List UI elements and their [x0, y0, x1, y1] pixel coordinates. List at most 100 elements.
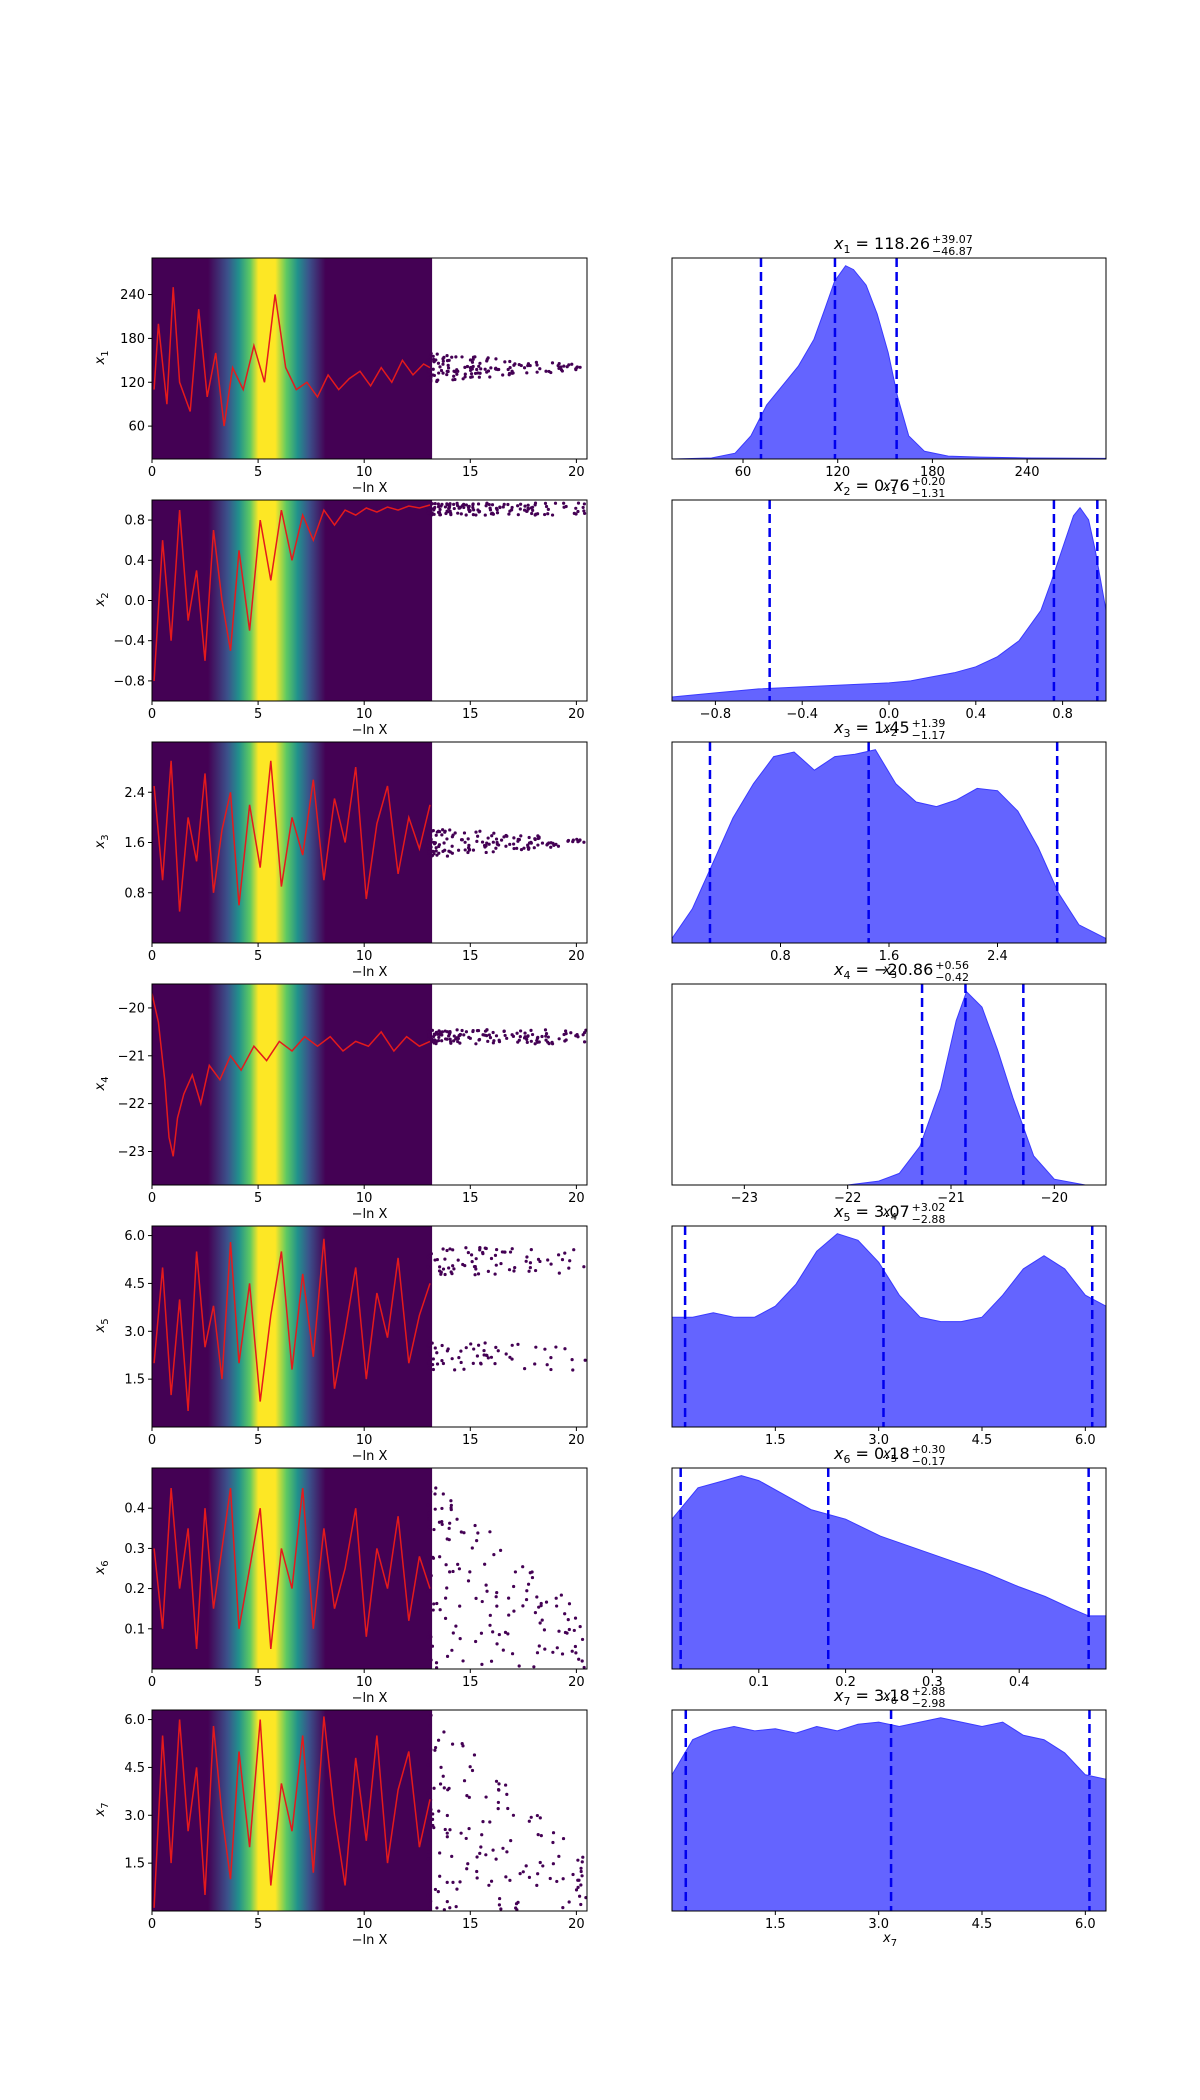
sample-point	[542, 1628, 547, 1632]
y-tick-label: 2.4	[124, 786, 145, 801]
sample-point	[428, 1738, 432, 1743]
y-tick-label: 180	[120, 332, 145, 347]
sample-point	[429, 837, 433, 841]
sample-point	[521, 1565, 525, 1569]
x-tick-label: 10	[356, 1191, 373, 1206]
sample-point	[450, 1648, 454, 1652]
sample-point	[445, 1835, 449, 1839]
y-tick-label: −22	[118, 1097, 145, 1112]
scatter-area-x1	[152, 258, 582, 459]
sample-point	[508, 842, 512, 846]
sample-point	[551, 1862, 555, 1866]
sample-point	[445, 1900, 449, 1904]
sample-point	[525, 371, 529, 375]
sample-point	[491, 840, 495, 844]
sample-point	[467, 843, 471, 848]
sample-point	[475, 367, 479, 372]
sample-point	[475, 839, 479, 843]
sample-point	[431, 1363, 435, 1367]
x-tick-label: 0	[148, 1917, 156, 1932]
sample-point	[483, 367, 487, 371]
sample-point	[470, 1768, 475, 1773]
sample-point	[427, 508, 431, 512]
y-tick-label: 0.2	[124, 1582, 145, 1597]
sample-point	[544, 1034, 548, 1038]
sample-point	[436, 510, 441, 514]
sample-point	[577, 1894, 582, 1898]
sample-point	[557, 1854, 561, 1858]
density-area-x7	[672, 1710, 1106, 1911]
sample-point	[445, 1831, 449, 1835]
y-tick-label: 0.8	[124, 514, 145, 529]
sample-point	[583, 1358, 587, 1362]
panel-title: x7 = 3.18	[833, 1686, 910, 1708]
sample-point	[572, 1248, 576, 1252]
sample-point	[457, 506, 461, 510]
sample-point	[487, 1033, 491, 1037]
x-tick-label: 0	[148, 707, 156, 722]
sample-point	[515, 1031, 519, 1035]
sample-point	[428, 1574, 432, 1578]
sample-band	[152, 1226, 433, 1427]
sample-point	[564, 1029, 568, 1033]
sample-point	[485, 1589, 489, 1593]
sample-point	[477, 375, 481, 379]
x-axis-label: −ln X	[352, 1933, 388, 1948]
sample-point	[448, 1570, 452, 1574]
sample-point	[468, 1765, 472, 1769]
sample-point	[468, 358, 473, 362]
sample-point	[546, 1035, 550, 1039]
y-tick-label: 6.0	[124, 1229, 145, 1244]
sample-point	[426, 844, 430, 848]
sample-point	[511, 1034, 516, 1038]
sample-point	[567, 1627, 571, 1632]
sample-band	[152, 1710, 433, 1911]
sample-point	[426, 1503, 430, 1507]
sample-point	[560, 1652, 565, 1656]
sample-point	[496, 1787, 501, 1792]
sample-point	[497, 1782, 501, 1786]
sample-point	[580, 1659, 584, 1663]
sample-point	[495, 842, 499, 846]
sample-point	[432, 1826, 436, 1830]
sample-point	[539, 1834, 543, 1838]
sample-point	[516, 1342, 520, 1346]
sample-point	[572, 511, 576, 515]
sample-point	[494, 837, 499, 841]
sample-point	[483, 1341, 487, 1345]
sample-point	[546, 1258, 550, 1262]
axes-frame	[671, 1225, 1107, 1428]
sample-point	[570, 1649, 574, 1653]
x-tick-label: 180	[920, 465, 945, 480]
sample-point	[462, 1033, 466, 1037]
sample-point	[527, 1875, 532, 1879]
sample-point	[508, 1250, 513, 1254]
sample-point	[483, 1562, 487, 1566]
sample-point	[505, 834, 509, 838]
sample-point	[451, 1264, 455, 1268]
sample-point	[537, 1040, 541, 1044]
sample-point	[495, 511, 500, 515]
sample-point	[489, 1659, 494, 1663]
sample-point	[445, 1813, 449, 1818]
sample-point	[431, 1357, 435, 1361]
sample-point	[504, 1783, 508, 1787]
x-tick-label: 20	[568, 1191, 585, 1206]
sample-point	[448, 828, 452, 832]
sample-point	[428, 359, 432, 363]
sample-point	[456, 848, 461, 852]
sample-point	[476, 1272, 481, 1276]
sample-point	[453, 370, 457, 374]
sample-point	[475, 1538, 479, 1543]
sample-point	[460, 1742, 464, 1746]
sample-point	[530, 505, 535, 509]
sample-point	[433, 1507, 437, 1511]
sample-point	[428, 1649, 432, 1654]
sample-point	[436, 505, 441, 509]
sample-point	[476, 1531, 480, 1535]
sample-point	[463, 848, 467, 852]
sample-point	[439, 1765, 443, 1769]
x-tick-label: 20	[568, 949, 585, 964]
sample-point	[469, 1342, 473, 1346]
sample-point	[476, 371, 480, 375]
